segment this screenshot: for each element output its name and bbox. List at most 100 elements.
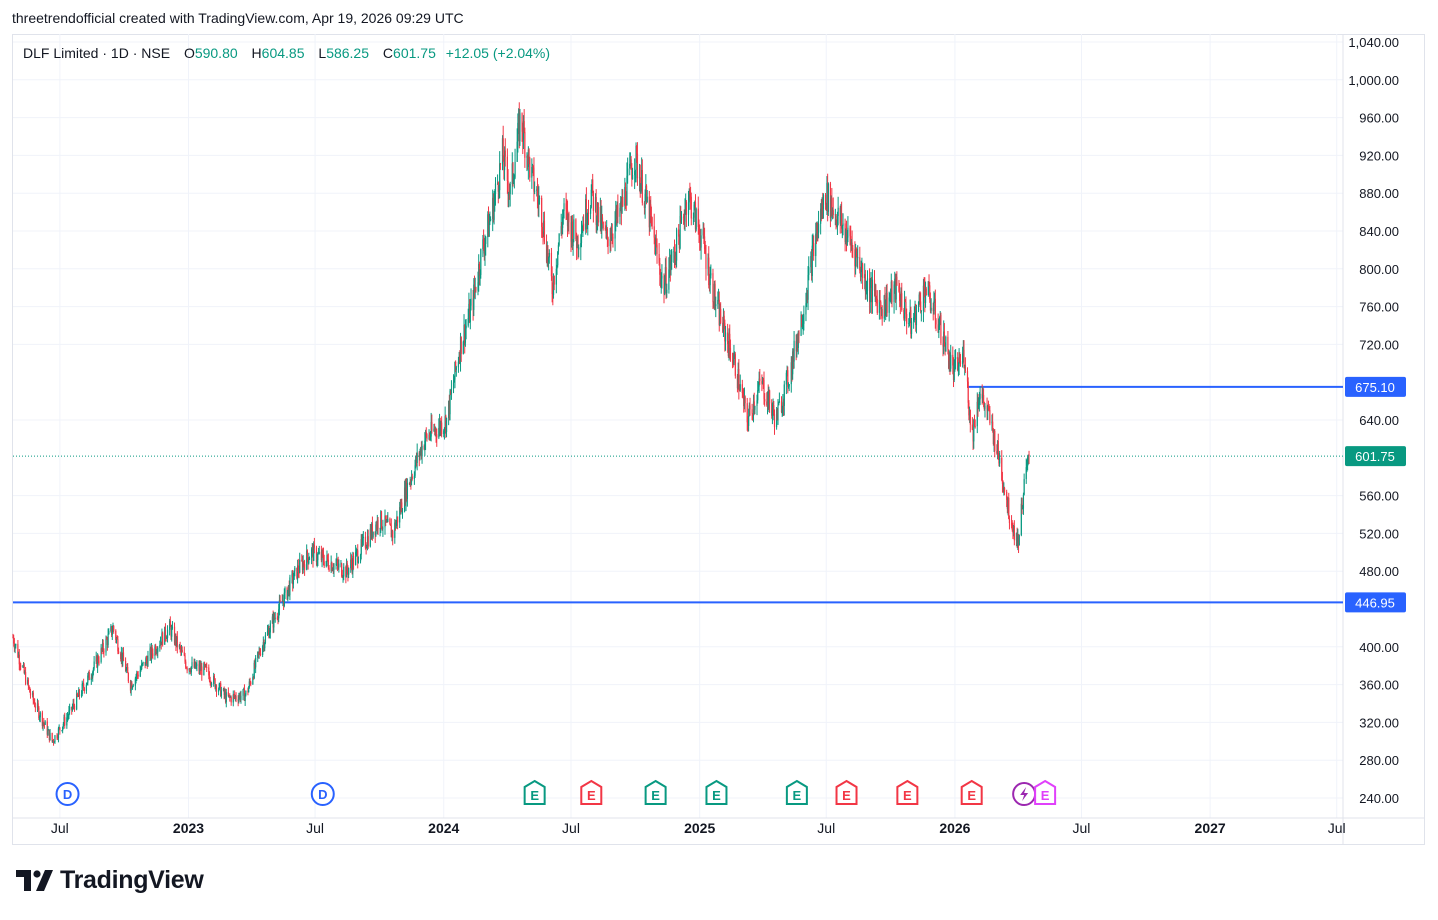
candle-body [410,481,412,483]
candle-body [214,678,216,689]
svg-text:E: E [587,788,596,803]
candle-body [889,296,891,298]
candle-body [120,653,122,659]
candle-body [898,285,900,292]
candle-body [100,648,102,662]
candle-body [278,609,280,619]
candle-body [384,515,386,528]
candle-body [934,298,936,320]
earnings-icon[interactable]: E [523,779,546,805]
candle-body [675,255,677,261]
candle-body [992,421,994,430]
candle-body [988,408,990,411]
candle-body [262,642,264,647]
candle-body [592,190,594,211]
candle-body [218,683,220,690]
earnings-icon[interactable]: E [705,779,728,805]
candle-body [712,273,714,303]
candle-body [186,667,188,671]
candle-body [429,434,431,438]
candle-body [878,299,880,313]
candle-body [605,229,607,234]
candle-body [228,694,230,697]
earnings-icon[interactable]: E [960,779,983,805]
earnings-icon[interactable]: E [785,779,808,805]
candle-body [798,331,800,336]
candle-body [217,689,220,692]
candle-body [797,331,799,348]
candle-body [953,362,955,380]
candle-body [53,742,55,743]
candle-body [580,243,582,248]
candle-body [741,384,743,393]
candle-body [821,201,823,219]
time-axis[interactable]: Jul 2023 Jul 2024 Jul 2025 Jul 2026 Jul 2027 Jul [51,820,1346,836]
tradingview-brand[interactable]: TradingView [16,866,204,895]
candle-body [644,194,646,208]
candle-body [627,168,629,176]
candle-body [780,401,783,413]
earnings-icon[interactable]: E [644,779,667,805]
candle-body [249,681,251,683]
candle-body [120,652,122,659]
earnings-icon[interactable]: E [1034,779,1057,805]
split-bolt-icon[interactable] [1012,782,1037,806]
candle-body [831,198,833,211]
candle-body [709,275,711,286]
candle-body [910,321,913,334]
candle-body [981,393,983,399]
candle-body [873,279,876,291]
candle-body [401,502,403,513]
candle-body [320,551,322,561]
candle-body [392,531,394,538]
candle-body [477,282,479,291]
candle-body [346,563,348,571]
candle-body [356,550,358,552]
candle-body [418,452,420,458]
candle-body [420,447,422,457]
candle-body [190,671,192,673]
x-tick-label: 2025 [684,820,715,836]
candle-body [472,298,474,310]
candle-body [439,421,441,431]
dividend-icon[interactable]: D [55,782,80,806]
candle-body [910,310,912,334]
candle-body [316,560,318,562]
candle-body [458,357,460,362]
dividend-icon[interactable]: D [310,782,335,806]
candle-body [273,614,275,628]
candle-body [399,507,401,523]
candle-body [952,365,955,380]
candle-body [199,665,202,671]
candle-body [59,727,61,731]
candle-body [122,652,124,663]
candle-body [23,664,25,673]
candle-body [410,476,413,482]
candle-body [345,566,347,578]
candle-body [347,570,349,575]
candle-body [938,323,941,326]
price-axis[interactable]: 1,040.00 1,000.00 960.00 920.00 880.00 840.00… [1348,35,1399,806]
candle-body [111,631,113,635]
earnings-icon[interactable]: E [896,779,919,805]
candle-body [700,235,702,248]
earnings-icon[interactable]: E [835,779,858,805]
candle-body [771,410,774,416]
candle-body [801,323,804,327]
candle-body [791,362,793,375]
candle-body [185,667,188,669]
candle-body [62,723,64,727]
candle-body [715,304,717,306]
horizontal-line-label: 446.95 [1355,595,1395,610]
candles[interactable] [12,102,1030,746]
candle-body [532,165,534,168]
candle-body [801,314,803,327]
candle-body [37,703,39,708]
earnings-icon[interactable]: E [580,779,603,805]
candle-body [685,201,687,211]
candle-body [654,237,656,255]
candle-body [1008,518,1011,524]
attribution-text: threetrendofficial created with TradingV… [12,10,464,26]
